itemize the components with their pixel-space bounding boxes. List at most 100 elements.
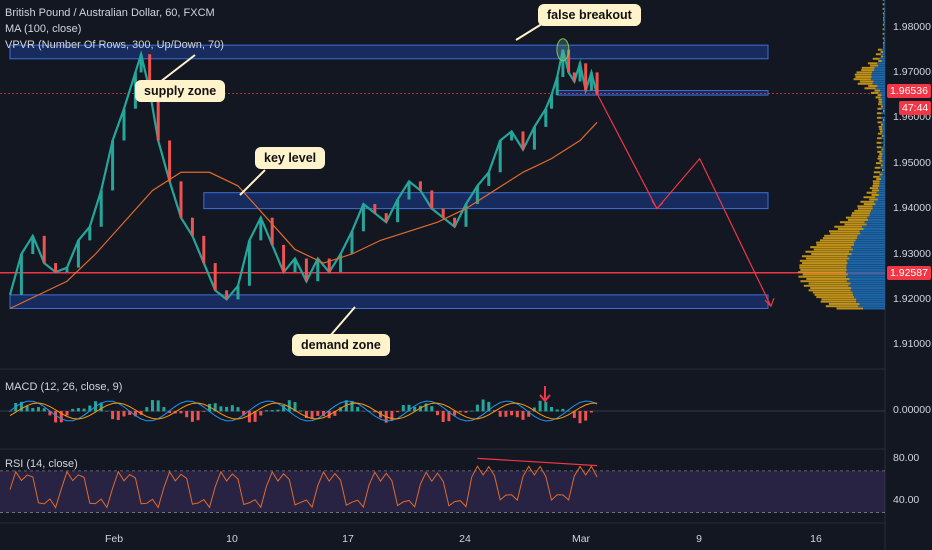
volume-profile-bar [884,14,885,17]
volume-profile-bar [876,141,882,144]
volume-profile-bar [846,275,885,278]
projection-arrowhead [764,297,775,308]
volume-profile-bar [866,191,877,194]
macd-histogram-bar [99,402,103,412]
candle [282,244,286,273]
volume-profile-bar [881,94,885,97]
volume-profile-bar [846,259,885,262]
candle [293,258,297,273]
volume-profile-bar [845,271,885,274]
candle [54,263,58,273]
callout-pointer [239,169,266,196]
volume-profile-bar [878,100,883,103]
macd-histogram-bar [293,402,297,412]
macd-histogram-bar [168,411,172,413]
volume-profile-bar [799,266,847,269]
macd-histogram-bar [447,411,451,422]
volume-profile-bar [882,173,885,176]
volume-profile-bar [808,282,851,285]
candle [567,49,571,73]
false-breakout-marker [556,38,570,62]
volume-profile-bar [820,300,857,303]
volume-profile-bar [816,243,855,246]
volume-profile-bar [879,175,885,178]
macd-histogram-bar [453,411,457,416]
macd-histogram-bar [265,410,268,412]
x-tick-label: 10 [226,533,238,545]
volume-profile-bar [863,228,885,231]
candle [572,72,576,82]
volume-profile-bar [878,98,883,101]
macd-histogram-bar [196,411,200,421]
volume-profile-bar [812,291,853,294]
macd-histogram-bar [510,411,514,416]
volume-profile-bar [879,159,883,162]
volume-profile-bar [877,116,882,119]
y-tick-label: 1.97000 [893,66,931,78]
volume-profile-bar [854,296,885,299]
volume-profile-bar [854,73,872,76]
macd-histogram-bar [185,411,189,418]
volume-profile-bar [854,209,872,212]
volume-profile-bar [881,146,885,149]
volume-profile-bar [877,94,882,97]
volume-profile-bar [857,205,873,208]
volume-profile-bar [882,128,885,131]
macd-histogram-bar [578,411,582,424]
rsi-band [0,470,885,513]
volume-profile-bar [803,284,849,287]
volume-profile-bar [883,19,885,22]
volume-profile-bar [798,271,846,274]
macd-histogram-bar [225,406,229,412]
volume-profile-bar [883,32,885,35]
macd-histogram-bar [561,408,565,412]
volume-profile-bar [883,39,885,42]
volume-profile-bar [880,130,883,133]
volume-profile-bar [859,302,885,305]
candle [453,217,457,227]
macd-histogram-bar [88,405,92,412]
macd-histogram-bar [361,410,365,412]
volume-profile-bar [877,62,885,65]
volume-profile-bar [822,237,858,240]
candle [532,126,536,150]
candle [316,258,320,282]
volume-profile-bar [882,153,885,156]
volume-profile-bar [884,139,885,142]
macd-line [9,400,598,422]
volume-profile-bar [883,46,885,49]
volume-profile-bar [857,207,873,210]
candle [259,217,263,241]
volume-profile-bar [858,305,885,308]
volume-profile-bar [814,293,854,296]
zone-rect [9,44,769,60]
candle [19,254,23,295]
callout-demand-zone: demand zone [292,334,390,356]
candle [236,285,240,300]
volume-profile-bar [883,28,885,31]
candle [156,90,160,141]
volume-profile-bar [837,228,864,231]
volume-profile-bar [883,164,885,167]
volume-profile-bar [853,78,871,81]
candle [179,181,183,218]
x-tick-label: 16 [810,533,822,545]
candle [76,240,80,268]
volume-profile-bar [806,277,850,280]
macd-histogram-bar [116,411,120,421]
macd-histogram-bar [270,410,274,412]
vpvr-legend: VPVR (Number Of Rows, 300, Up/Down, 70) [5,39,224,51]
volume-profile-bar [805,250,850,253]
volume-profile-bar [871,75,885,78]
macd-histogram-bar [470,410,474,412]
candle [550,95,553,109]
macd-histogram-bar [71,408,75,412]
volume-profile-bar [884,46,885,49]
candle [168,140,172,182]
volume-profile-bar [882,125,885,128]
volume-profile-bar [877,48,882,51]
volume-profile-bar [854,241,885,244]
volume-profile-bar [875,96,881,99]
candle [31,235,35,254]
